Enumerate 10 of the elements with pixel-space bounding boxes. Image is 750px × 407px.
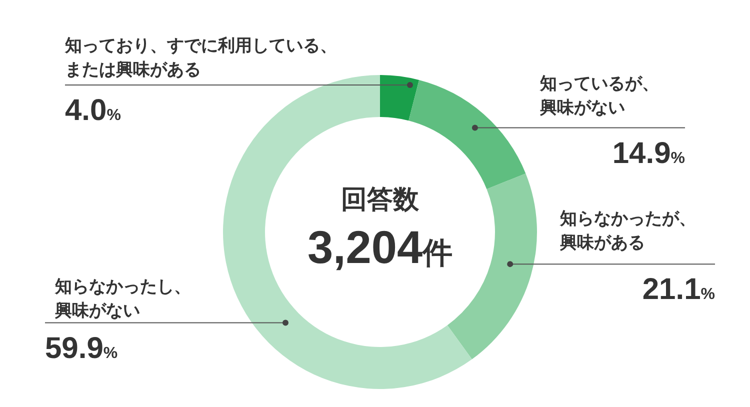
slice-label: 知らなかったが、興味がある — [560, 208, 697, 254]
slice-label: 知らなかったし、興味がない — [55, 276, 192, 322]
text: 3,204件 — [306, 220, 454, 274]
slice-label: 知っており、すでに利用している、または興味がある — [65, 35, 338, 81]
data-label: 59.9% — [45, 332, 118, 367]
data-label: 4.0% — [65, 94, 121, 130]
text: 回答数 — [340, 183, 420, 216]
slice-label: 知っているが、興味がない — [540, 73, 660, 119]
data-label: 14.9% — [612, 136, 685, 172]
data-label: 21.1% — [642, 273, 715, 308]
